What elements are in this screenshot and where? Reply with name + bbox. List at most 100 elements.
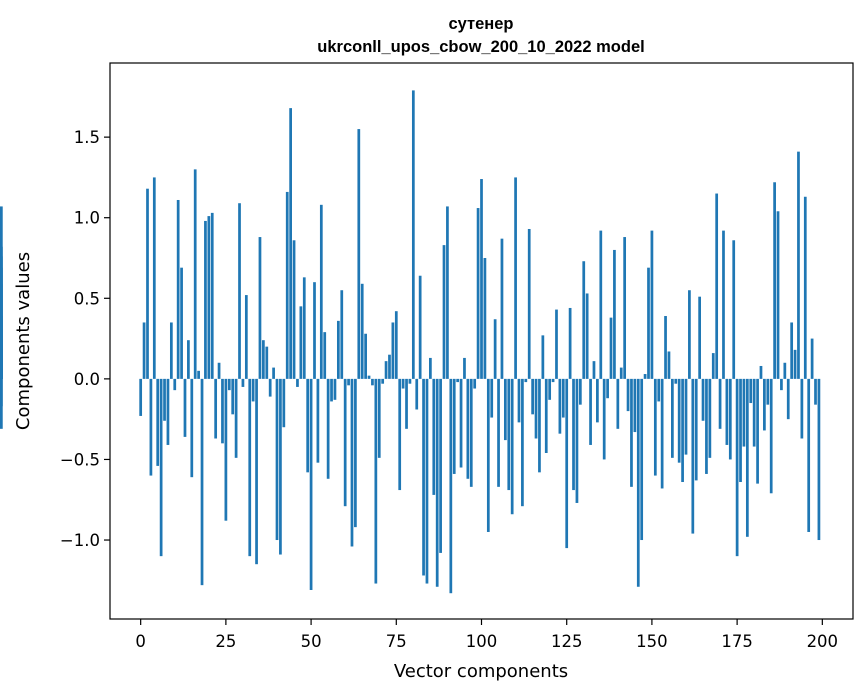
bar-56 [330,378,333,402]
x-axis-label: Vector components [394,661,568,682]
bar-50 [309,378,313,590]
bar-65 [360,283,364,379]
bar-31 [244,295,248,379]
bar-60 [343,378,347,507]
bar-131 [585,293,589,379]
x-tick-label: 25 [215,632,236,651]
bar-41 [279,378,282,555]
bar-179 [749,378,753,404]
bar-44 [289,108,292,379]
bar-53 [319,204,323,379]
bar-171 [722,230,725,379]
bar-29 [238,203,241,379]
bar-17 [197,370,200,379]
bar-59 [340,290,344,379]
bar-116 [534,378,538,439]
bar-175 [735,378,739,557]
bar-7 [163,378,166,421]
bar-102 [486,378,490,532]
bar-190 [786,378,790,420]
bar-160 [684,378,688,455]
bar-2 [146,188,149,379]
bar-110 [514,177,517,379]
bar-undefined [0,267,3,379]
y-axis-ticks: −1.0 −0.5 0.0 0.5 1.0 1.5 [60,128,110,550]
bar-47 [299,306,303,379]
bar-109 [510,378,514,515]
bar-163 [694,378,698,481]
bar-105 [497,378,500,487]
bar-161 [688,290,691,379]
bar-143 [626,378,630,412]
x-tick-label: 200 [807,632,839,651]
bar-155 [667,351,671,379]
bar-71 [381,378,385,384]
bar-194 [800,378,804,439]
bar-34 [255,378,258,565]
bar-121 [551,378,555,383]
bar-98 [473,378,477,389]
chart-title: сутенер [448,15,513,33]
bar-181 [756,378,759,484]
bar-21 [210,212,214,379]
bar-54 [323,332,327,379]
bar-45 [292,240,296,379]
bar-13 [183,378,187,437]
bar-151 [653,378,657,476]
bar-108 [507,378,511,491]
bar-36 [262,340,265,379]
bar-90 [446,206,449,379]
bar-32 [248,378,252,557]
bar-97 [469,378,473,487]
bar-12 [180,267,183,379]
bar-70 [377,378,381,458]
bar-168 [711,353,715,379]
bar-93 [456,378,460,383]
bar-147 [640,378,644,541]
bar-173 [728,378,732,460]
bar-137 [606,378,609,399]
bar-18 [200,378,204,586]
bar-165 [701,378,705,421]
bar-46 [296,378,299,387]
bar-138 [609,317,613,379]
bar-20 [207,216,211,379]
x-tick-label: 0 [135,632,146,651]
bar-9 [169,322,173,379]
bar-180 [752,378,756,447]
bar-58 [336,320,340,379]
x-tick-label: 75 [386,632,407,651]
bar-92 [452,378,456,474]
bar-149 [647,267,650,379]
bar-57 [333,378,337,400]
bar-198 [814,378,817,405]
bar-22 [214,378,218,439]
bar-113 [524,378,528,383]
bar-99 [476,208,480,379]
bar-81 [415,378,419,410]
bar-35 [258,237,262,379]
bar-78 [405,378,408,429]
bar-172 [725,378,729,445]
bar-38 [268,378,272,397]
bar-28 [234,378,238,458]
bar-192 [793,349,797,379]
bar-88 [439,378,442,553]
y-tick-label: 1.5 [74,128,100,147]
bar-115 [531,378,534,415]
x-tick-label: 100 [466,632,498,651]
bar-125 [565,378,569,549]
plot-frame [109,62,854,620]
bar-33 [251,378,255,402]
bar-156 [671,378,674,458]
bar-135 [599,230,603,379]
bars-group [0,90,821,594]
bar-61 [347,378,350,386]
bar-26 [227,378,231,391]
bar-150 [650,230,654,379]
bar-23 [217,362,221,379]
bar-25 [224,378,228,521]
bar-19 [204,220,207,379]
bar-134 [596,378,599,423]
